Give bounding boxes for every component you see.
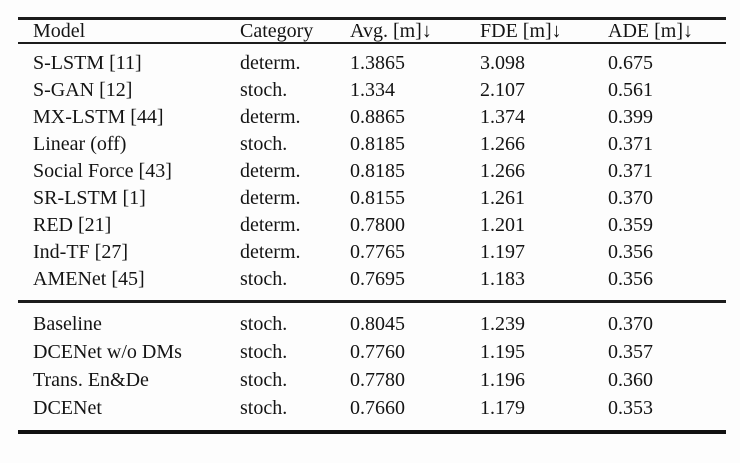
cell-model: Baseline (33, 313, 102, 335)
cell-avg: 0.8865 (350, 106, 405, 128)
cell-fde: 1.179 (480, 397, 525, 419)
results-table: Model Category Avg. [m]↓ FDE [m]↓ ADE [m… (18, 17, 726, 434)
cell-ade: 0.357 (608, 341, 653, 363)
cell-avg: 0.8045 (350, 313, 405, 335)
cell-fde: 1.183 (480, 268, 525, 290)
cell-model: AMENet [45] (33, 268, 145, 290)
cell-fde: 1.195 (480, 341, 525, 363)
table-header-row: Model Category Avg. [m]↓ FDE [m]↓ ADE [m… (18, 18, 726, 44)
cell-model: Trans. En&De (33, 369, 149, 391)
cell-category: stoch. (240, 397, 288, 419)
cell-ade: 0.370 (608, 313, 653, 335)
cell-category: determ. (240, 187, 301, 209)
table-row: Linear (off) stoch. 0.8185 1.266 0.371 (18, 131, 726, 158)
cell-fde: 1.266 (480, 133, 525, 155)
table-row: S-GAN [12] stoch. 1.334 2.107 0.561 (18, 77, 726, 104)
cell-ade: 0.561 (608, 79, 653, 101)
cell-fde: 1.239 (480, 313, 525, 335)
cell-fde: 1.196 (480, 369, 525, 391)
cell-fde: 3.098 (480, 52, 525, 74)
cell-ade: 0.353 (608, 397, 653, 419)
cell-category: stoch. (240, 133, 288, 155)
table-section-proposed-variants: Baseline stoch. 0.8045 1.239 0.370 DCENet w/o… (18, 301, 726, 433)
cell-fde: 1.197 (480, 241, 525, 263)
cell-avg: 0.8185 (350, 133, 405, 155)
column-header-fde: FDE [m]↓ (480, 18, 608, 44)
column-header-ade: ADE [m]↓ (608, 18, 726, 44)
table-row: AMENet [45] stoch. 0.7695 1.183 0.356 (18, 266, 726, 302)
cell-fde: 1.374 (480, 106, 525, 128)
cell-avg: 0.8155 (350, 187, 405, 209)
cell-avg: 0.7800 (350, 214, 405, 236)
cell-avg: 0.7780 (350, 369, 405, 391)
cell-ade: 0.359 (608, 214, 653, 236)
table-row: Baseline stoch. 0.8045 1.239 0.370 (18, 302, 726, 339)
cell-model: DCENet w/o DMs (33, 341, 182, 363)
cell-avg: 0.7695 (350, 268, 405, 290)
table-row: MX-LSTM [44] determ. 0.8865 1.374 0.399 (18, 104, 726, 131)
table-header: Model Category Avg. [m]↓ FDE [m]↓ ADE [m… (18, 18, 726, 44)
cell-model: S-LSTM [11] (33, 52, 142, 74)
cell-category: determ. (240, 106, 301, 128)
cell-category: stoch. (240, 268, 288, 290)
cell-ade: 0.675 (608, 52, 653, 74)
table-row: DCENet stoch. 0.7660 1.179 0.353 (18, 394, 726, 432)
column-header-avg: Avg. [m]↓ (350, 18, 480, 44)
table-row: SR-LSTM [1] determ. 0.8155 1.261 0.370 (18, 185, 726, 212)
cell-avg: 0.7765 (350, 241, 405, 263)
cell-avg: 0.8185 (350, 160, 405, 182)
cell-fde: 1.261 (480, 187, 525, 209)
cell-fde: 1.201 (480, 214, 525, 236)
table-section-prior-methods: S-LSTM [11] determ. 1.3865 3.098 0.675 S-GAN … (18, 43, 726, 302)
cell-category: determ. (240, 214, 301, 236)
cell-avg: 1.334 (350, 79, 395, 101)
cell-model: Ind-TF [27] (33, 241, 128, 263)
cell-fde: 2.107 (480, 79, 525, 101)
cell-avg: 0.7760 (350, 341, 405, 363)
cell-ade: 0.356 (608, 241, 653, 263)
cell-model: S-GAN [12] (33, 79, 133, 101)
cell-category: stoch. (240, 369, 288, 391)
cell-ade: 0.399 (608, 106, 653, 128)
cell-ade: 0.371 (608, 133, 653, 155)
cell-model: Linear (off) (33, 133, 127, 155)
cell-category: stoch. (240, 341, 288, 363)
cell-category: determ. (240, 241, 301, 263)
cell-ade: 0.356 (608, 268, 653, 290)
cell-ade: 0.371 (608, 160, 653, 182)
cell-model: SR-LSTM [1] (33, 187, 146, 209)
table-row: Ind-TF [27] determ. 0.7765 1.197 0.356 (18, 239, 726, 266)
cell-avg: 0.7660 (350, 397, 405, 419)
paper-table-figure: Model Category Avg. [m]↓ FDE [m]↓ ADE [m… (18, 17, 726, 434)
cell-model: DCENet (33, 397, 102, 419)
cell-category: determ. (240, 52, 301, 74)
cell-model: MX-LSTM [44] (33, 106, 164, 128)
cell-fde: 1.266 (480, 160, 525, 182)
cell-category: determ. (240, 160, 301, 182)
column-header-model: Model (18, 18, 240, 44)
table-row: Social Force [43] determ. 0.8185 1.266 0.371 (18, 158, 726, 185)
table-row: DCENet w/o DMs stoch. 0.7760 1.195 0.357 (18, 338, 726, 366)
cell-avg: 1.3865 (350, 52, 405, 74)
cell-category: stoch. (240, 79, 288, 101)
table-row: Trans. En&De stoch. 0.7780 1.196 0.360 (18, 366, 726, 394)
cell-ade: 0.370 (608, 187, 653, 209)
cell-category: stoch. (240, 313, 288, 335)
cell-model: Social Force [43] (33, 160, 172, 182)
cell-model: RED [21] (33, 214, 112, 236)
table-row: S-LSTM [11] determ. 1.3865 3.098 0.675 (18, 43, 726, 77)
table-row: RED [21] determ. 0.7800 1.201 0.359 (18, 212, 726, 239)
column-header-category: Category (240, 18, 350, 44)
cell-ade: 0.360 (608, 369, 653, 391)
